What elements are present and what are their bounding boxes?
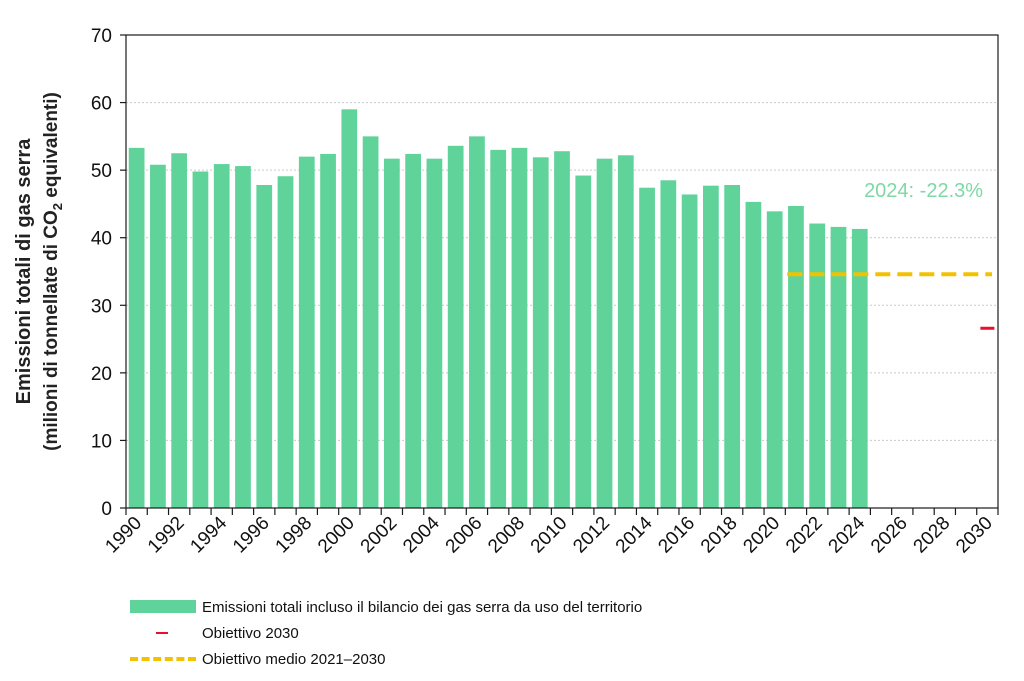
x-tick-label: 2014 (612, 512, 657, 557)
bar-1994 (213, 164, 230, 508)
x-tick-labels: 1990199219941996199820002002200420062008… (101, 512, 996, 557)
legend-item-emissions: Emissioni totali incluso il bilancio dei… (130, 594, 1000, 620)
x-tick-label: 2000 (314, 513, 359, 558)
bar-1997 (277, 176, 294, 508)
bar-2017 (703, 185, 719, 509)
bar-2005 (447, 145, 464, 508)
y-tick-label: 0 (101, 499, 112, 520)
bar-2016 (681, 194, 698, 508)
bar-2011 (575, 175, 592, 508)
legend-item-target-2030: Obiettivo 2030 (130, 620, 1000, 646)
y-tick-label: 30 (91, 296, 112, 317)
bar-2002 (383, 158, 400, 509)
x-tick-label: 2020 (739, 513, 784, 558)
x-tick-label: 2006 (442, 513, 487, 558)
x-tick-label: 2028 (910, 513, 955, 558)
bar-2008 (511, 147, 528, 508)
y-tick-label: 60 (91, 94, 112, 115)
legend-swatch-target-2030 (130, 620, 196, 646)
x-tick-label: 2008 (484, 513, 529, 558)
bar-1991 (150, 164, 166, 509)
annotation: 2024: -22.3% (864, 180, 983, 202)
x-tick-label: 2022 (782, 513, 827, 558)
bar-series (128, 109, 868, 509)
bar-1992 (171, 153, 188, 508)
x-tick-label: 2026 (867, 513, 912, 558)
legend-swatch-emissions (130, 594, 196, 620)
x-tick-label: 2030 (952, 513, 997, 558)
x-tick-label: 1996 (229, 513, 274, 558)
legend: Emissioni totali incluso il bilancio dei… (130, 594, 1000, 672)
bar-2019 (745, 201, 762, 508)
y-tick-label: 40 (91, 229, 112, 250)
bar-2010 (554, 151, 570, 509)
bar-2009 (532, 157, 549, 508)
bar-2020 (766, 211, 783, 508)
y-tick-label: 50 (91, 161, 112, 182)
legend-swatch-target-average (130, 646, 196, 672)
bar-2003 (405, 153, 421, 508)
legend-item-target-average: Obiettivo medio 2021–2030 (130, 646, 1000, 672)
legend-label-emissions: Emissioni totali incluso il bilancio dei… (202, 598, 643, 616)
y-tick-label: 20 (91, 364, 112, 385)
bar-2021 (788, 205, 804, 508)
bar-1995 (235, 166, 251, 509)
bar-1993 (192, 171, 209, 508)
x-tick-label: 2024 (825, 512, 870, 557)
legend-red-dash-swatch (156, 632, 168, 634)
y-axis-title-line1: Emissioni totali di gas serra (13, 138, 35, 405)
plot-frame (125, 34, 999, 509)
bar-2018 (724, 185, 741, 508)
legend-label-target-2030: Obiettivo 2030 (202, 624, 299, 642)
bar-1990 (128, 147, 145, 508)
y-axis-title-line2: (milioni di tonnellate di CO2 equivalent… (41, 92, 65, 451)
y-tick-labels: 0 10 20 30 40 50 60 70 (91, 26, 112, 520)
bar-1998 (298, 156, 315, 508)
legend-yellow-dash-swatch (130, 657, 196, 661)
legend-bar-swatch (130, 600, 196, 613)
bar-2007 (490, 149, 507, 508)
bar-2015 (660, 180, 677, 508)
y-tick-label: 10 (91, 431, 112, 452)
bar-2022 (809, 223, 826, 508)
bar-2001 (362, 136, 379, 508)
target-markers (787, 272, 995, 330)
x-tick-label: 2012 (569, 513, 614, 558)
x-tick-label: 1992 (144, 513, 189, 558)
bar-chart: Emissioni totali di gas serra (milioni di… (13, 26, 999, 557)
axes (120, 34, 999, 515)
x-tick-label: 1998 (272, 513, 317, 558)
x-tick-label: 2004 (399, 512, 444, 557)
bar-2024 (851, 228, 868, 508)
x-tick-label: 1994 (186, 512, 231, 557)
bar-2013 (617, 155, 634, 508)
bar-2000 (341, 109, 358, 508)
bar-2014 (639, 187, 655, 508)
bar-2004 (426, 158, 443, 509)
x-tick-label: 2010 (527, 513, 572, 558)
x-tick-label: 2016 (654, 513, 699, 558)
bar-2006 (469, 136, 485, 508)
bar-1999 (320, 153, 336, 508)
bar-2023 (830, 226, 847, 508)
annotation-text: 2024: -22.3% (864, 180, 983, 202)
x-tick-label: 2018 (697, 513, 742, 558)
y-tick-label: 70 (91, 26, 112, 47)
bar-1996 (256, 185, 273, 508)
y-axis-title: Emissioni totali di gas serra (milioni di… (13, 92, 65, 451)
bar-2012 (596, 158, 613, 509)
legend-label-target-average: Obiettivo medio 2021–2030 (202, 650, 386, 668)
x-tick-label: 2002 (357, 513, 402, 558)
